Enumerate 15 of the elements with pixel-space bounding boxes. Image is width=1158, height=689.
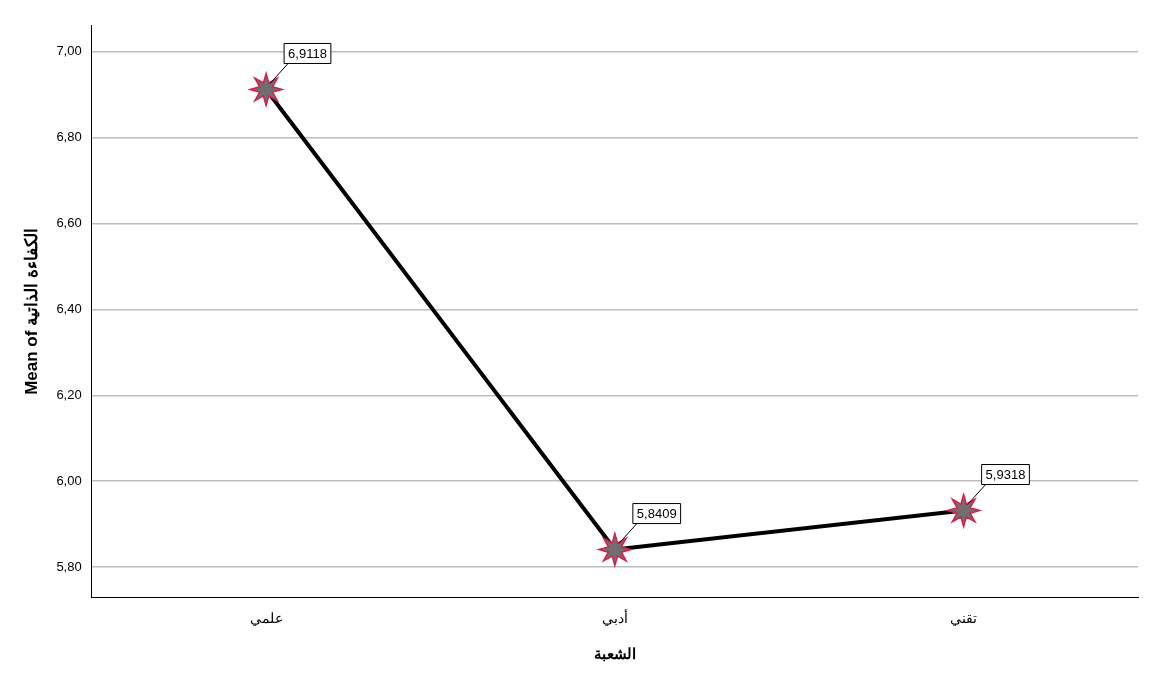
data-label: 5,9318 bbox=[985, 467, 1026, 483]
y-tick-label: 7,00 bbox=[56, 43, 82, 59]
y-tick-label: 5,80 bbox=[56, 558, 82, 574]
data-label: 6,9118 bbox=[288, 46, 327, 62]
data-label: 5,8409 bbox=[636, 506, 677, 522]
y-tick-label: 6,00 bbox=[56, 472, 82, 488]
y-tick-label: 6,20 bbox=[56, 386, 82, 402]
y-tick-label: 6,80 bbox=[56, 129, 82, 145]
x-tick-label: تقني bbox=[950, 610, 978, 627]
x-axis-title: الشعبة bbox=[593, 645, 636, 663]
y-tick-label: 6,40 bbox=[56, 300, 82, 316]
x-tick-label: علمي bbox=[249, 610, 283, 627]
y-tick-label: 6,60 bbox=[56, 215, 82, 231]
x-tick-label: أدبي bbox=[601, 608, 628, 627]
y-axis-title: Mean of الكفاءة الذاتية bbox=[21, 228, 41, 395]
